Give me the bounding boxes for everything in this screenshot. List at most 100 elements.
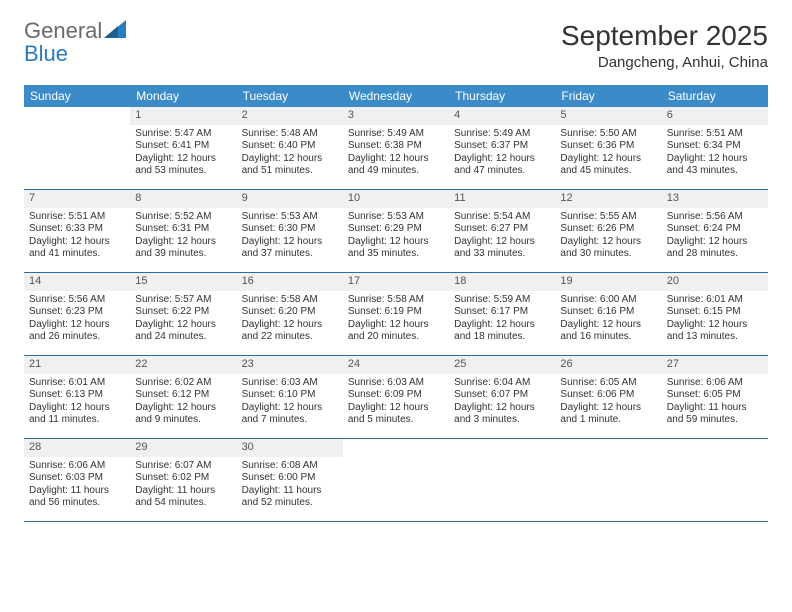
sunset-line: Sunset: 6:23 PM <box>29 306 125 319</box>
calendar-day: 9Sunrise: 5:53 AMSunset: 6:30 PMDaylight… <box>237 190 343 272</box>
daylight-line: Daylight: 12 hours and 30 minutes. <box>560 236 656 261</box>
daylight-line: Daylight: 12 hours and 24 minutes. <box>135 319 231 344</box>
day-body: Sunrise: 5:59 AMSunset: 6:17 PMDaylight:… <box>449 291 555 348</box>
day-number: 10 <box>343 190 449 208</box>
day-number: 4 <box>449 107 555 125</box>
day-body: Sunrise: 5:58 AMSunset: 6:20 PMDaylight:… <box>237 291 343 348</box>
calendar-day: 30Sunrise: 6:08 AMSunset: 6:00 PMDayligh… <box>237 439 343 521</box>
day-number: 8 <box>130 190 236 208</box>
calendar-day: 3Sunrise: 5:49 AMSunset: 6:38 PMDaylight… <box>343 107 449 189</box>
sunrise-line: Sunrise: 6:06 AM <box>29 460 125 473</box>
calendar-weeks: .1Sunrise: 5:47 AMSunset: 6:41 PMDayligh… <box>24 107 768 522</box>
sunset-line: Sunset: 6:13 PM <box>29 389 125 402</box>
calendar-day: 13Sunrise: 5:56 AMSunset: 6:24 PMDayligh… <box>662 190 768 272</box>
day-number: 20 <box>662 273 768 291</box>
day-number: 14 <box>24 273 130 291</box>
day-body: Sunrise: 5:56 AMSunset: 6:23 PMDaylight:… <box>24 291 130 348</box>
daylight-line: Daylight: 12 hours and 33 minutes. <box>454 236 550 261</box>
sunset-line: Sunset: 6:22 PM <box>135 306 231 319</box>
sunrise-line: Sunrise: 6:07 AM <box>135 460 231 473</box>
sunrise-line: Sunrise: 5:51 AM <box>29 211 125 224</box>
daylight-line: Daylight: 12 hours and 45 minutes. <box>560 153 656 178</box>
day-body: Sunrise: 5:50 AMSunset: 6:36 PMDaylight:… <box>555 125 661 182</box>
day-body: Sunrise: 6:06 AMSunset: 6:03 PMDaylight:… <box>24 457 130 514</box>
daylight-line: Daylight: 12 hours and 7 minutes. <box>242 402 338 427</box>
calendar-day: 7Sunrise: 5:51 AMSunset: 6:33 PMDaylight… <box>24 190 130 272</box>
daylight-line: Daylight: 12 hours and 1 minute. <box>560 402 656 427</box>
weekday-header: Thursday <box>449 85 555 107</box>
day-number: 12 <box>555 190 661 208</box>
calendar-day: 28Sunrise: 6:06 AMSunset: 6:03 PMDayligh… <box>24 439 130 521</box>
logo-line2: Blue <box>24 43 126 65</box>
sunrise-line: Sunrise: 5:53 AM <box>242 211 338 224</box>
day-number: 27 <box>662 356 768 374</box>
sunrise-line: Sunrise: 6:02 AM <box>135 377 231 390</box>
daylight-line: Daylight: 11 hours and 54 minutes. <box>135 485 231 510</box>
day-body: Sunrise: 5:55 AMSunset: 6:26 PMDaylight:… <box>555 208 661 265</box>
day-number: 7 <box>24 190 130 208</box>
day-number: 26 <box>555 356 661 374</box>
calendar-day: 18Sunrise: 5:59 AMSunset: 6:17 PMDayligh… <box>449 273 555 355</box>
sunset-line: Sunset: 6:27 PM <box>454 223 550 236</box>
calendar-day: 29Sunrise: 6:07 AMSunset: 6:02 PMDayligh… <box>130 439 236 521</box>
weekday-header-row: SundayMondayTuesdayWednesdayThursdayFrid… <box>24 85 768 107</box>
sunset-line: Sunset: 6:26 PM <box>560 223 656 236</box>
sunrise-line: Sunrise: 5:58 AM <box>242 294 338 307</box>
day-number: 22 <box>130 356 236 374</box>
calendar-day: 15Sunrise: 5:57 AMSunset: 6:22 PMDayligh… <box>130 273 236 355</box>
sunset-line: Sunset: 6:34 PM <box>667 140 763 153</box>
day-number: 25 <box>449 356 555 374</box>
day-number: 18 <box>449 273 555 291</box>
daylight-line: Daylight: 11 hours and 52 minutes. <box>242 485 338 510</box>
daylight-line: Daylight: 12 hours and 18 minutes. <box>454 319 550 344</box>
logo-line1: General <box>24 18 102 43</box>
sunrise-line: Sunrise: 5:56 AM <box>667 211 763 224</box>
day-body: Sunrise: 5:53 AMSunset: 6:29 PMDaylight:… <box>343 208 449 265</box>
calendar-week: 28Sunrise: 6:06 AMSunset: 6:03 PMDayligh… <box>24 439 768 522</box>
sunset-line: Sunset: 6:06 PM <box>560 389 656 402</box>
sunrise-line: Sunrise: 5:53 AM <box>348 211 444 224</box>
calendar-day: 14Sunrise: 5:56 AMSunset: 6:23 PMDayligh… <box>24 273 130 355</box>
calendar-day: 20Sunrise: 6:01 AMSunset: 6:15 PMDayligh… <box>662 273 768 355</box>
calendar-day: 16Sunrise: 5:58 AMSunset: 6:20 PMDayligh… <box>237 273 343 355</box>
daylight-line: Daylight: 12 hours and 51 minutes. <box>242 153 338 178</box>
calendar-day: 6Sunrise: 5:51 AMSunset: 6:34 PMDaylight… <box>662 107 768 189</box>
calendar-day: 23Sunrise: 6:03 AMSunset: 6:10 PMDayligh… <box>237 356 343 438</box>
sunrise-line: Sunrise: 6:00 AM <box>560 294 656 307</box>
calendar-day: . <box>343 439 449 521</box>
day-number: 24 <box>343 356 449 374</box>
weekday-header: Saturday <box>662 85 768 107</box>
month-title: September 2025 <box>561 20 768 52</box>
logo-sail-icon <box>104 20 126 43</box>
calendar-day: 22Sunrise: 6:02 AMSunset: 6:12 PMDayligh… <box>130 356 236 438</box>
day-body: Sunrise: 5:51 AMSunset: 6:33 PMDaylight:… <box>24 208 130 265</box>
daylight-line: Daylight: 12 hours and 3 minutes. <box>454 402 550 427</box>
daylight-line: Daylight: 12 hours and 47 minutes. <box>454 153 550 178</box>
day-body: Sunrise: 5:47 AMSunset: 6:41 PMDaylight:… <box>130 125 236 182</box>
calendar-week: 21Sunrise: 6:01 AMSunset: 6:13 PMDayligh… <box>24 356 768 439</box>
daylight-line: Daylight: 12 hours and 39 minutes. <box>135 236 231 261</box>
calendar: SundayMondayTuesdayWednesdayThursdayFrid… <box>24 85 768 522</box>
day-body: Sunrise: 5:56 AMSunset: 6:24 PMDaylight:… <box>662 208 768 265</box>
calendar-day: 10Sunrise: 5:53 AMSunset: 6:29 PMDayligh… <box>343 190 449 272</box>
daylight-line: Daylight: 11 hours and 59 minutes. <box>667 402 763 427</box>
day-number: 19 <box>555 273 661 291</box>
day-body: Sunrise: 5:54 AMSunset: 6:27 PMDaylight:… <box>449 208 555 265</box>
calendar-day: 26Sunrise: 6:05 AMSunset: 6:06 PMDayligh… <box>555 356 661 438</box>
calendar-day: 2Sunrise: 5:48 AMSunset: 6:40 PMDaylight… <box>237 107 343 189</box>
day-body: Sunrise: 5:58 AMSunset: 6:19 PMDaylight:… <box>343 291 449 348</box>
day-body: Sunrise: 6:06 AMSunset: 6:05 PMDaylight:… <box>662 374 768 431</box>
sunset-line: Sunset: 6:41 PM <box>135 140 231 153</box>
calendar-day: 4Sunrise: 5:49 AMSunset: 6:37 PMDaylight… <box>449 107 555 189</box>
sunrise-line: Sunrise: 5:59 AM <box>454 294 550 307</box>
sunrise-line: Sunrise: 6:06 AM <box>667 377 763 390</box>
sunrise-line: Sunrise: 6:03 AM <box>348 377 444 390</box>
day-body: Sunrise: 5:48 AMSunset: 6:40 PMDaylight:… <box>237 125 343 182</box>
sunrise-line: Sunrise: 5:55 AM <box>560 211 656 224</box>
day-number: 13 <box>662 190 768 208</box>
sunset-line: Sunset: 6:19 PM <box>348 306 444 319</box>
sunset-line: Sunset: 6:10 PM <box>242 389 338 402</box>
day-number: 29 <box>130 439 236 457</box>
day-number: 3 <box>343 107 449 125</box>
weekday-header: Sunday <box>24 85 130 107</box>
